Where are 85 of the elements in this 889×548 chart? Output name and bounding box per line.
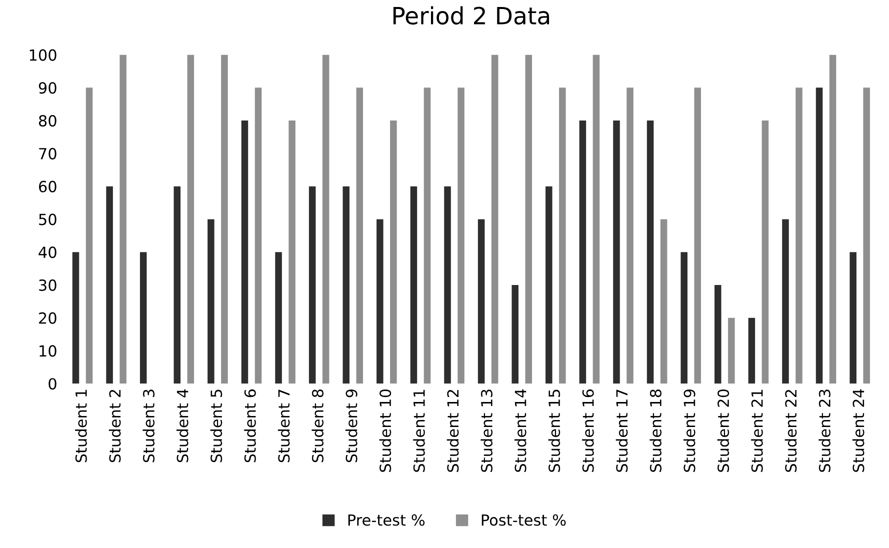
y-tick-label: 80	[38, 115, 56, 127]
bar	[275, 252, 282, 384]
x-tick-label: Student 3	[142, 390, 155, 462]
bar	[356, 88, 364, 384]
bar	[694, 88, 701, 384]
bar	[782, 219, 789, 384]
x-tick-label: Student 8	[312, 390, 324, 462]
y-tick-label: 0	[48, 378, 56, 390]
bar	[424, 88, 431, 384]
bar	[342, 186, 350, 384]
bar	[613, 120, 620, 384]
x-tick-label: Student 18	[650, 390, 662, 472]
bar	[241, 120, 248, 384]
x-tick-label: Student 9	[345, 390, 358, 462]
bar	[444, 186, 451, 384]
bar	[254, 88, 262, 384]
x-tick-label: Student 22	[784, 390, 797, 472]
x-tick-label: Student 17	[616, 390, 628, 472]
bar	[120, 54, 126, 384]
bar	[140, 252, 147, 384]
bar	[863, 88, 870, 384]
bar	[626, 88, 634, 384]
bar	[660, 219, 668, 384]
bar	[850, 252, 856, 384]
chart-title: Period 2 Data	[393, 6, 550, 25]
bar	[221, 54, 228, 384]
bar	[559, 88, 566, 384]
bar	[646, 120, 654, 384]
y-tick-label: 50	[39, 214, 56, 226]
x-tick-label: Student 13	[480, 390, 492, 472]
x-tick-label: Student 1	[75, 390, 87, 462]
y-tick-label: 70	[39, 148, 56, 160]
bar	[728, 318, 735, 384]
y-tick-label: 100	[30, 49, 56, 61]
y-tick-label: 40	[38, 246, 56, 258]
bar	[208, 219, 214, 384]
x-tick-label: Student 24	[852, 389, 864, 472]
bar	[816, 88, 823, 384]
y-tick-label: 30	[39, 279, 56, 291]
bar	[512, 284, 518, 384]
x-tick-label: Student 20	[717, 389, 730, 472]
bar	[390, 120, 397, 384]
y-tick-label: 20	[39, 312, 56, 324]
x-tick-label: Student 4	[176, 389, 188, 462]
x-tick-label: Student 10	[379, 389, 392, 472]
x-tick-label: Student 7	[278, 390, 290, 462]
bar	[796, 88, 802, 384]
x-tick-label: Student 12	[446, 390, 459, 472]
x-tick-label: Student 6	[244, 389, 256, 462]
y-tick-label: 60	[38, 180, 56, 192]
bar	[829, 54, 836, 384]
bar	[72, 252, 80, 384]
x-tick-label: Student 19	[683, 390, 696, 472]
bar	[579, 120, 586, 384]
x-tick-label: Student 23	[818, 390, 830, 472]
x-tick-label: Student 16	[582, 389, 594, 472]
legend-label: Pre-test %	[348, 514, 425, 526]
bar	[86, 88, 93, 384]
x-tick-label: Student 5	[210, 390, 222, 462]
bar	[187, 54, 194, 384]
bar	[592, 54, 600, 384]
bar	[762, 120, 769, 384]
bar	[174, 186, 181, 384]
bar	[714, 284, 722, 384]
bar	[410, 186, 418, 384]
bar	[546, 186, 552, 384]
bar	[491, 54, 498, 384]
bar	[478, 219, 485, 384]
x-tick-label: Student 11	[413, 390, 425, 472]
bar	[680, 252, 688, 384]
bar	[106, 186, 113, 384]
x-tick-label: Student 21	[751, 390, 763, 472]
bar	[308, 186, 316, 384]
x-tick-label: Student 15	[548, 390, 560, 472]
bar	[748, 318, 756, 384]
bar	[376, 219, 384, 384]
y-tick-label: 90	[38, 82, 56, 94]
bar	[525, 54, 532, 384]
x-tick-label: Student 2	[108, 390, 121, 462]
bar	[288, 120, 296, 384]
y-tick-label: 10	[40, 345, 56, 357]
bar	[322, 54, 330, 384]
legend-label: Post-test %	[482, 514, 566, 526]
x-tick-label: Student 14	[514, 389, 526, 472]
bar	[458, 88, 464, 384]
